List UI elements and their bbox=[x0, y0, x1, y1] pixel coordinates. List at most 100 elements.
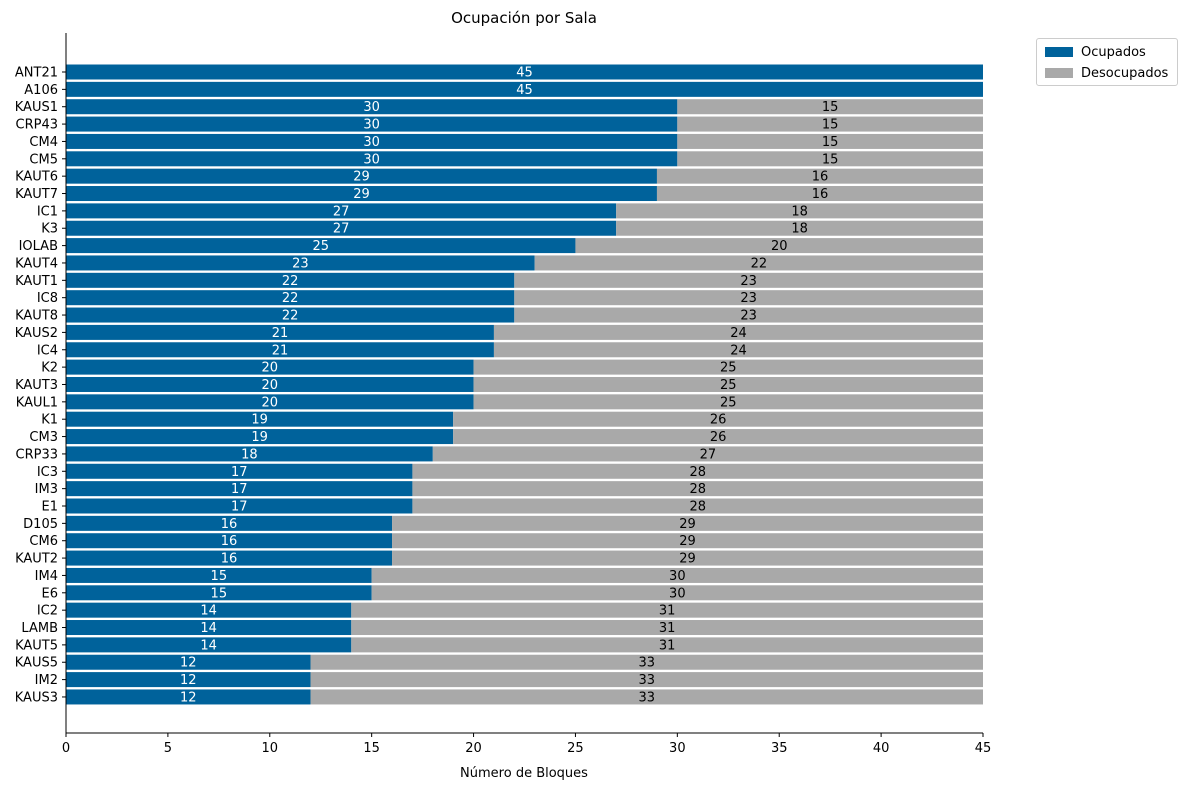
bar-ocupados-cm3 bbox=[66, 429, 454, 445]
x-tick-label-10: 10 bbox=[262, 741, 279, 756]
value-label-desocupados-e6: 30 bbox=[669, 586, 686, 601]
y-tick-label-crp33: CRP33 bbox=[16, 447, 59, 462]
value-labels-group: 45 45 30 15 30 15 30 15 30 15 29 16 29 16 27 18 27 18 25 20… bbox=[180, 66, 838, 706]
x-tick-label-5: 5 bbox=[164, 741, 172, 756]
y-tick-label-k3: K3 bbox=[41, 222, 58, 237]
bar-ocupados-cm6 bbox=[66, 533, 393, 549]
value-label-ocupados-ic2: 14 bbox=[200, 604, 217, 619]
value-label-desocupados-kaut5: 31 bbox=[659, 638, 676, 653]
y-tick-label-kaus3: KAUS3 bbox=[15, 690, 58, 705]
bar-desocupados-k2 bbox=[473, 359, 983, 375]
y-tick-label-im3: IM3 bbox=[35, 482, 58, 497]
bar-desocupados-kaut3 bbox=[473, 376, 983, 392]
bar-desocupados-kaut1 bbox=[514, 272, 983, 288]
value-label-desocupados-ic2: 31 bbox=[659, 604, 676, 619]
value-label-ocupados-cm5: 30 bbox=[363, 152, 380, 167]
y-tick-label-cm3: CM3 bbox=[29, 430, 58, 445]
bar-desocupados-cm5 bbox=[677, 151, 983, 167]
bar-ocupados-kaut3 bbox=[66, 376, 474, 392]
legend-item-desocupados: Desocupados bbox=[1045, 64, 1168, 82]
y-tick-label-cm6: CM6 bbox=[29, 534, 58, 549]
value-label-ocupados-kaut6: 29 bbox=[353, 170, 370, 185]
value-label-desocupados-cm5: 15 bbox=[822, 152, 839, 167]
bar-ocupados-kaut7 bbox=[66, 186, 657, 202]
legend-item-ocupados: Ocupados bbox=[1045, 43, 1146, 61]
value-label-ocupados-kaus5: 12 bbox=[180, 656, 197, 671]
value-label-desocupados-kaut3: 25 bbox=[720, 378, 737, 393]
y-tick-label-lamb: LAMB bbox=[21, 621, 58, 636]
bar-ocupados-ic3 bbox=[66, 463, 413, 479]
x-tick-label-45: 45 bbox=[975, 741, 992, 756]
bar-ocupados-ant21 bbox=[66, 64, 983, 80]
bar-ocupados-cm4 bbox=[66, 133, 678, 149]
y-tick-label-kaut8: KAUT8 bbox=[15, 309, 58, 324]
y-tick-label-kaus5: KAUS5 bbox=[15, 656, 58, 671]
bar-desocupados-cm6 bbox=[392, 533, 983, 549]
value-label-ocupados-ic1: 27 bbox=[333, 204, 350, 219]
value-label-desocupados-e1: 28 bbox=[689, 500, 706, 515]
value-label-desocupados-ic4: 24 bbox=[730, 343, 747, 358]
value-label-desocupados-kaut6: 16 bbox=[812, 170, 829, 185]
bar-desocupados-cm4 bbox=[677, 133, 983, 149]
y-tick-label-k1: K1 bbox=[41, 413, 58, 428]
y-tick-label-ic1: IC1 bbox=[37, 204, 58, 219]
y-tick-label-cm5: CM5 bbox=[29, 152, 58, 167]
bar-desocupados-e6 bbox=[371, 585, 984, 601]
y-tick-label-ant21: ANT21 bbox=[15, 66, 58, 81]
bar-ocupados-kaut5 bbox=[66, 637, 352, 653]
y-tick-label-kaut4: KAUT4 bbox=[15, 256, 58, 271]
y-tick-label-kaul1: KAUL1 bbox=[16, 395, 58, 410]
value-label-ocupados-kaut8: 22 bbox=[282, 309, 299, 324]
bar-ocupados-lamb bbox=[66, 620, 352, 636]
bar-ocupados-kaut4 bbox=[66, 255, 535, 271]
value-label-desocupados-kaus2: 24 bbox=[730, 326, 747, 341]
legend-label-desocupados: Desocupados bbox=[1081, 65, 1169, 81]
value-label-desocupados-cm4: 15 bbox=[822, 135, 839, 150]
value-label-ocupados-cm3: 19 bbox=[251, 430, 268, 445]
bar-desocupados-kaut8 bbox=[514, 307, 983, 323]
value-label-ocupados-ic8: 22 bbox=[282, 291, 299, 306]
bar-desocupados-cm3 bbox=[453, 429, 984, 445]
value-label-ocupados-cm6: 16 bbox=[221, 534, 238, 549]
y-tick-label-kaus2: KAUS2 bbox=[15, 326, 58, 341]
y-tick-label-im2: IM2 bbox=[35, 673, 58, 688]
value-label-ocupados-kaut3: 20 bbox=[262, 378, 279, 393]
legend: Ocupados Desocupados bbox=[1036, 38, 1178, 86]
value-label-ocupados-crp33: 18 bbox=[241, 447, 258, 462]
x-tick-label-35: 35 bbox=[771, 741, 788, 756]
x-tick-label-40: 40 bbox=[873, 741, 890, 756]
bar-desocupados-ic2 bbox=[351, 602, 983, 618]
value-label-desocupados-k1: 26 bbox=[710, 413, 727, 428]
bar-desocupados-kaul1 bbox=[473, 394, 983, 410]
x-axis: 0 5 10 15 20 25 30 35 40 45 bbox=[62, 732, 992, 756]
value-label-ocupados-ant21: 45 bbox=[516, 66, 533, 81]
value-label-desocupados-iolab: 20 bbox=[771, 239, 788, 254]
value-label-ocupados-kaut5: 14 bbox=[200, 638, 217, 653]
value-label-desocupados-kaut7: 16 bbox=[812, 187, 829, 202]
x-tick-label-15: 15 bbox=[363, 741, 380, 756]
value-label-desocupados-im4: 30 bbox=[669, 569, 686, 584]
value-label-ocupados-kaut1: 22 bbox=[282, 274, 299, 289]
bar-desocupados-kaus5 bbox=[310, 654, 983, 670]
x-tick-label-25: 25 bbox=[567, 741, 584, 756]
y-tick-label-d105: D105 bbox=[23, 517, 58, 532]
x-tick-label-20: 20 bbox=[465, 741, 482, 756]
bars-group bbox=[66, 64, 984, 705]
y-tick-label-kaut2: KAUT2 bbox=[15, 552, 58, 567]
bar-ocupados-ic1 bbox=[66, 203, 617, 219]
bar-desocupados-kaut5 bbox=[351, 637, 983, 653]
value-label-desocupados-ic1: 18 bbox=[791, 204, 808, 219]
y-tick-label-kaut5: KAUT5 bbox=[15, 638, 58, 653]
value-label-ocupados-kaus1: 30 bbox=[363, 100, 380, 115]
value-label-ocupados-kaus2: 21 bbox=[272, 326, 289, 341]
legend-swatch-ocupados bbox=[1045, 47, 1073, 57]
value-label-desocupados-d105: 29 bbox=[679, 517, 696, 532]
bar-desocupados-ic3 bbox=[412, 463, 983, 479]
value-label-ocupados-d105: 16 bbox=[221, 517, 238, 532]
y-tick-label-cm4: CM4 bbox=[29, 135, 58, 150]
value-label-desocupados-crp33: 27 bbox=[700, 447, 717, 462]
bar-desocupados-k3 bbox=[616, 220, 983, 236]
bar-ocupados-k2 bbox=[66, 359, 474, 375]
value-label-desocupados-kaus1: 15 bbox=[822, 100, 839, 115]
bar-ocupados-kaut1 bbox=[66, 272, 515, 288]
